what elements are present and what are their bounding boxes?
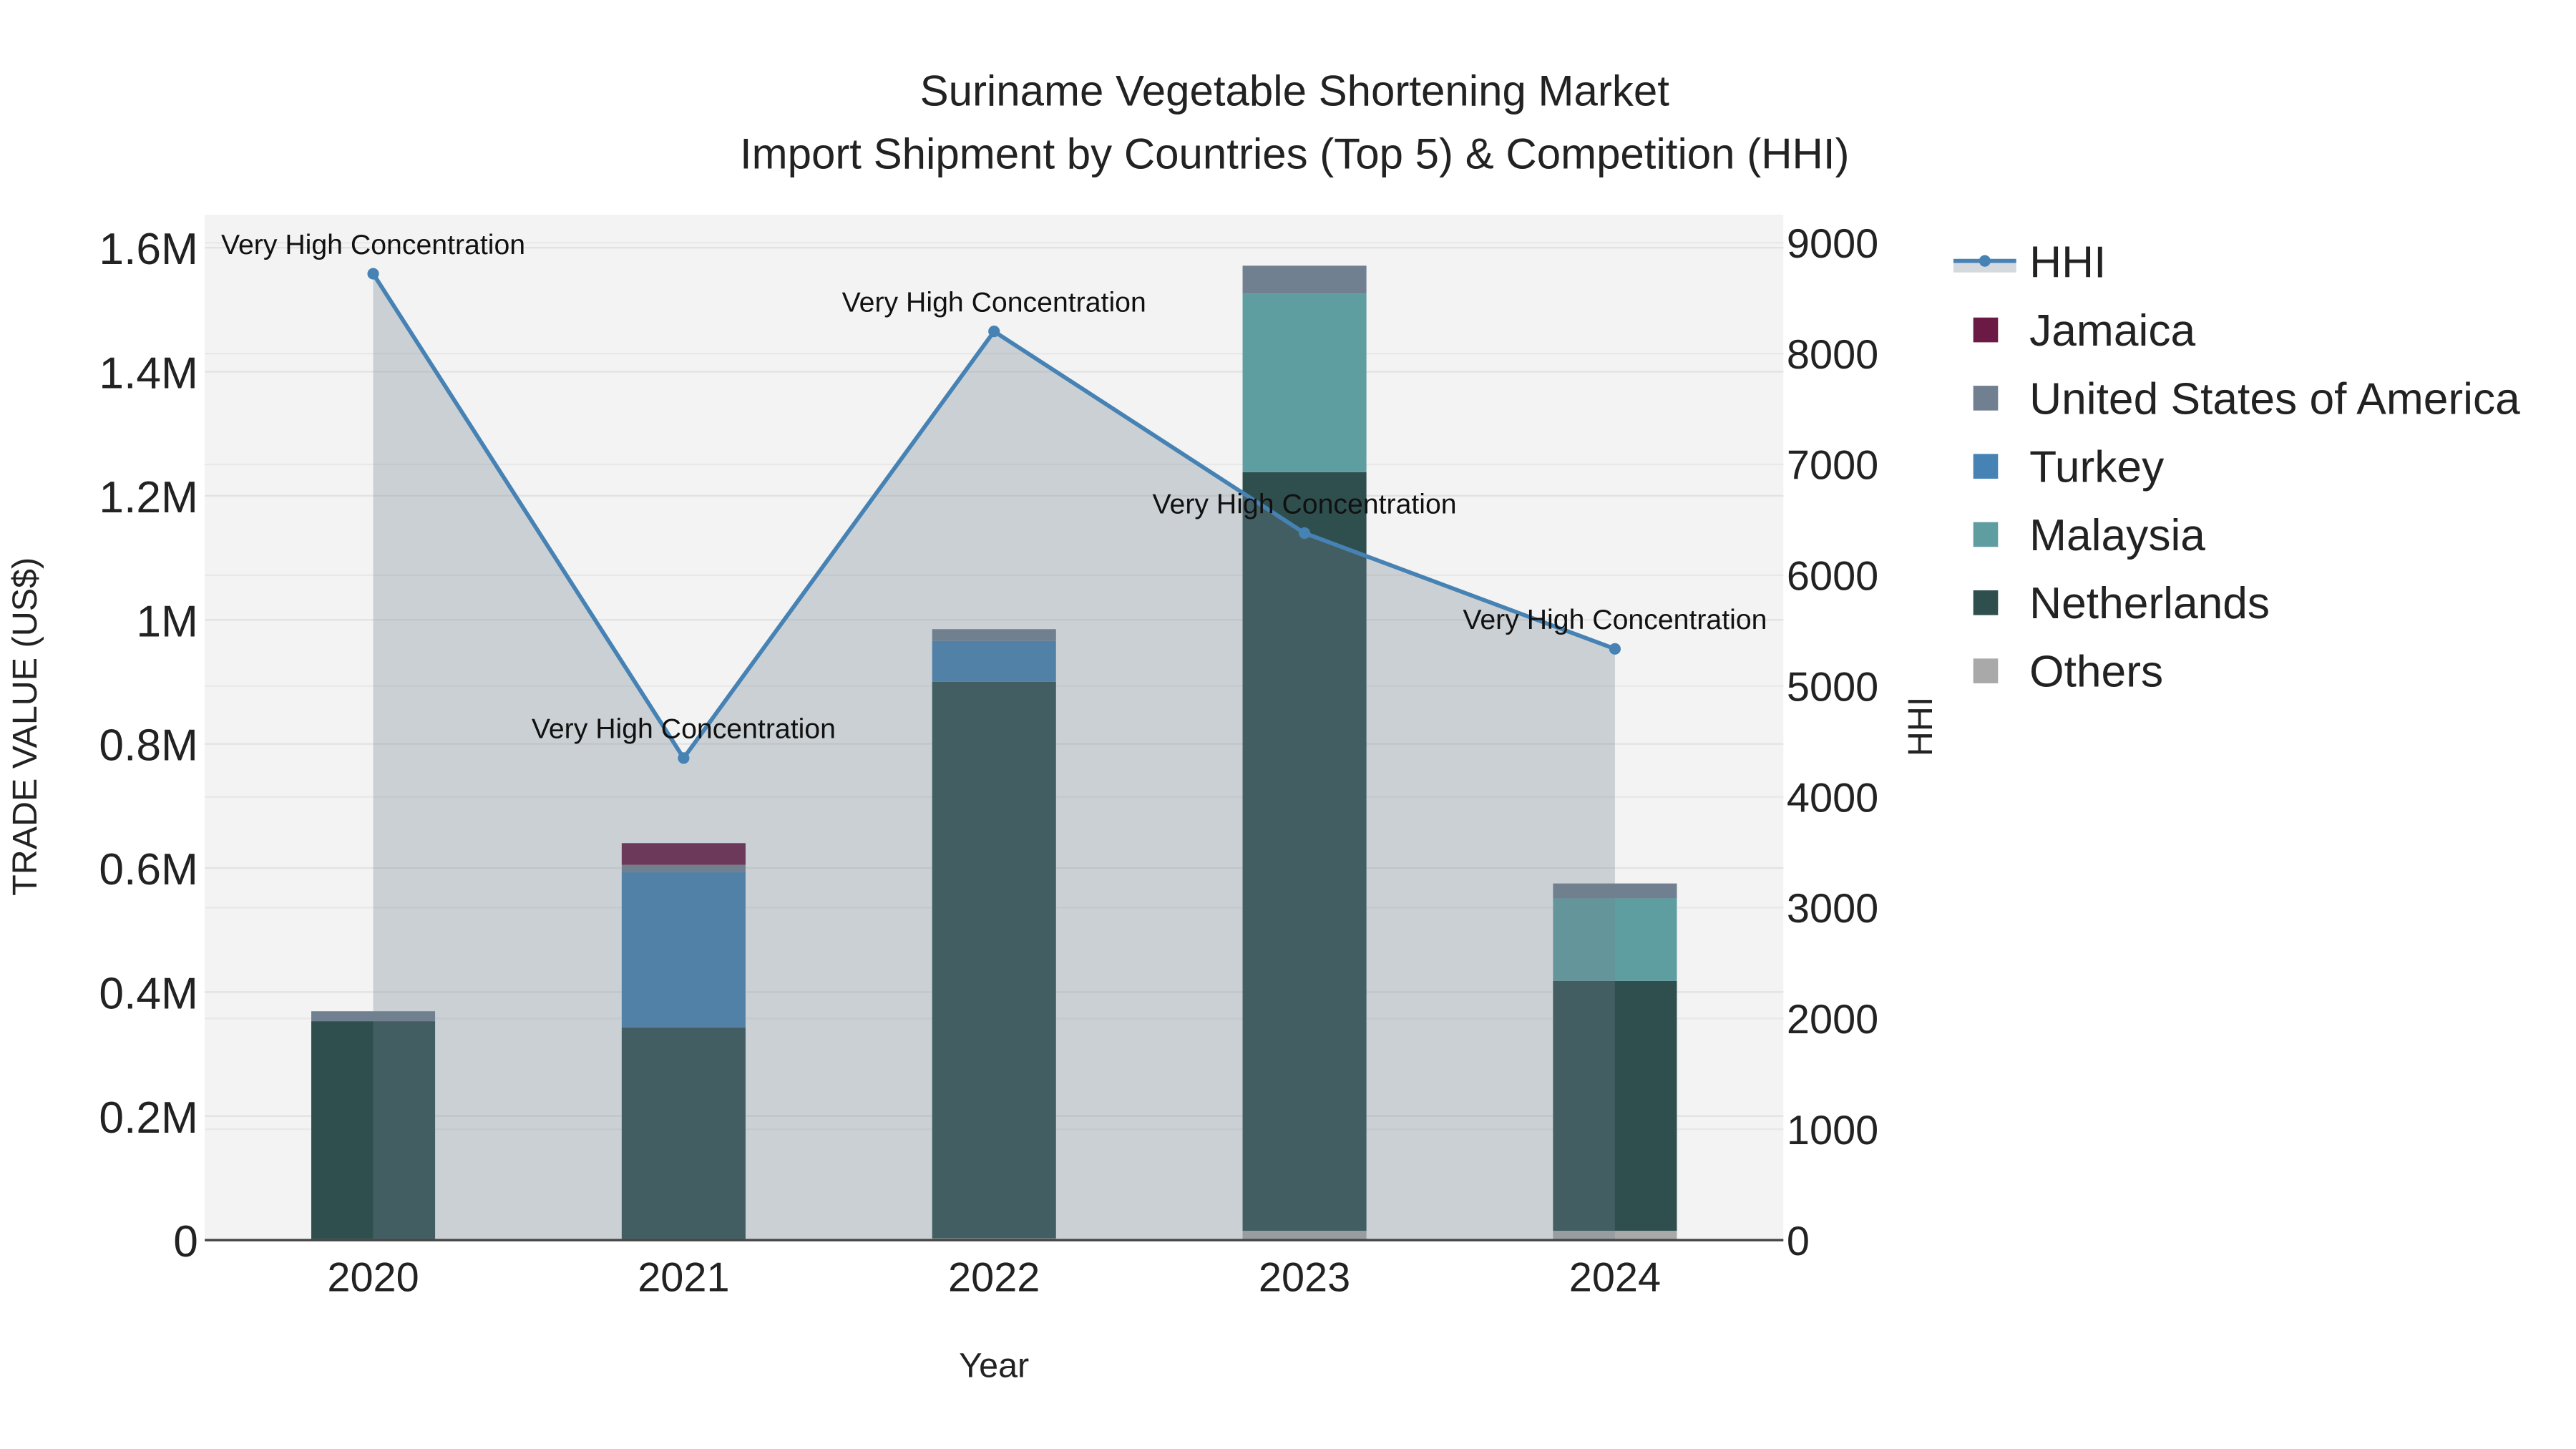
y2-tick-label: 5000 — [1787, 664, 1878, 710]
y-tick-label: 0.6M — [99, 845, 198, 894]
bar-turkey-2021[interactable] — [621, 872, 746, 1028]
y2-tick-label: 1000 — [1787, 1108, 1878, 1153]
bar-netherlands-2023[interactable] — [1242, 472, 1367, 1231]
legend-label: United States of America — [2029, 374, 2520, 424]
legend-label: Netherlands — [2029, 579, 2270, 628]
bar-united-states-of-america-2021[interactable] — [621, 864, 746, 873]
hhi-point-2023[interactable] — [1299, 527, 1311, 540]
legend-label: Turkey — [2029, 443, 2165, 492]
x-axis-title: Year — [959, 1347, 1029, 1385]
legend-item-jamaica[interactable]: Jamaica — [1973, 306, 2196, 356]
hhi-area — [373, 273, 1615, 1241]
legend-swatch — [1979, 255, 1991, 267]
y-tick-label: 1.6M — [99, 225, 198, 274]
bar-malaysia-2024[interactable] — [1553, 898, 1677, 981]
y-tick-label: 1.2M — [99, 473, 198, 522]
x-tick-label: 2023 — [1259, 1255, 1350, 1301]
legend-item-others[interactable]: Others — [1973, 648, 2163, 697]
legend-swatch — [1973, 590, 1999, 615]
y2-tick-label: 3000 — [1787, 886, 1878, 932]
bar-united-states-of-america-2020[interactable] — [311, 1011, 436, 1022]
hhi-annotation: Very High Concentration — [532, 713, 836, 745]
bar-jamaica-2021[interactable] — [621, 843, 746, 865]
legend-item-turkey[interactable]: Turkey — [1973, 443, 2165, 492]
bar-netherlands-2021[interactable] — [621, 1027, 746, 1239]
y2-tick-label: 6000 — [1787, 554, 1878, 600]
y2-tick-label: 8000 — [1787, 332, 1878, 378]
y-axis-title: TRADE VALUE (US$) — [6, 557, 44, 896]
bar-netherlands-2024[interactable] — [1553, 980, 1677, 1231]
legend-swatch — [1973, 658, 1999, 683]
hhi-annotation: Very High Concentration — [842, 286, 1146, 318]
legend-label: Malaysia — [2029, 511, 2205, 560]
x-tick-label: 2024 — [1569, 1255, 1661, 1301]
bar-others-2023[interactable] — [1242, 1231, 1367, 1241]
bar-united-states-of-america-2024[interactable] — [1553, 883, 1677, 899]
y2-tick-label: 4000 — [1787, 775, 1878, 821]
y-tick-label: 0.8M — [99, 721, 198, 771]
y-tick-label: 1.4M — [99, 349, 198, 399]
legend-swatch — [1973, 522, 1999, 547]
y2-axis-title: HHI — [1901, 697, 1940, 756]
hhi-annotation: Very High Concentration — [1153, 488, 1457, 519]
x-tick-label: 2022 — [948, 1255, 1040, 1301]
y-tick-label: 0.4M — [99, 969, 198, 1018]
legend-swatch — [1973, 317, 1999, 343]
y2-tick-label: 0 — [1787, 1219, 1810, 1264]
y2-tick-label: 7000 — [1787, 443, 1878, 489]
legend-item-hhi[interactable]: HHI — [1953, 238, 2106, 288]
legend-label: HHI — [2029, 238, 2106, 288]
y-tick-label: 1M — [136, 597, 198, 646]
bar-united-states-of-america-2023[interactable] — [1242, 265, 1367, 294]
bar-malaysia-2023[interactable] — [1242, 293, 1367, 472]
chart-title: Suriname Vegetable Shortening Market — [920, 67, 1670, 115]
x-tick-label: 2021 — [638, 1255, 729, 1301]
bar-turkey-2022[interactable] — [932, 640, 1056, 682]
legend-item-netherlands[interactable]: Netherlands — [1973, 579, 2270, 628]
y2-tick-label: 9000 — [1787, 221, 1878, 267]
y-tick-label: 0.2M — [99, 1093, 198, 1143]
legend-item-malaysia[interactable]: Malaysia — [1973, 511, 2206, 560]
bar-others-2024[interactable] — [1553, 1231, 1677, 1241]
legend-label: Jamaica — [2029, 306, 2195, 356]
bar-netherlands-2022[interactable] — [932, 681, 1056, 1239]
bar-united-states-of-america-2022[interactable] — [932, 629, 1056, 641]
legend-item-united-states-of-america[interactable]: United States of America — [1973, 374, 2520, 424]
hhi-point-2021[interactable] — [678, 752, 690, 764]
y-tick-label: 0 — [173, 1217, 198, 1267]
hhi-annotation: Very High Concentration — [221, 229, 525, 260]
x-tick-label: 2020 — [327, 1255, 419, 1301]
hhi-point-2024[interactable] — [1609, 643, 1621, 655]
legend-swatch — [1973, 454, 1999, 479]
hhi-point-2022[interactable] — [988, 326, 1000, 338]
chart-subtitle: Import Shipment by Countries (Top 5) & C… — [740, 130, 1850, 177]
legend-label: Others — [2029, 648, 2163, 697]
hhi-point-2020[interactable] — [367, 268, 379, 280]
hhi-annotation: Very High Concentration — [1463, 604, 1767, 635]
y2-tick-label: 2000 — [1787, 997, 1878, 1043]
bar-netherlands-2020[interactable] — [311, 1021, 436, 1239]
legend-swatch — [1973, 386, 1999, 411]
